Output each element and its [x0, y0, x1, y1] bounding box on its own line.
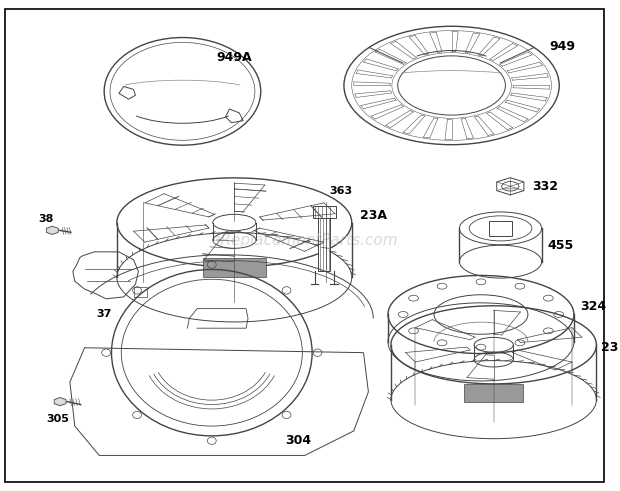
Text: eReplacementParts.com: eReplacementParts.com	[211, 233, 398, 247]
Bar	[203, 258, 265, 277]
Text: 332: 332	[532, 180, 558, 193]
FancyBboxPatch shape	[489, 220, 512, 236]
Text: 304: 304	[285, 434, 311, 447]
Bar	[133, 287, 147, 297]
Text: 949A: 949A	[217, 51, 252, 64]
Polygon shape	[46, 226, 58, 234]
Text: 305: 305	[46, 414, 69, 424]
Bar	[319, 218, 330, 272]
Text: 363: 363	[329, 186, 352, 196]
Text: 949: 949	[549, 40, 575, 53]
Text: 38: 38	[38, 214, 54, 223]
Text: 23: 23	[601, 341, 619, 355]
Polygon shape	[54, 398, 66, 406]
Text: 324: 324	[580, 300, 606, 313]
FancyBboxPatch shape	[6, 9, 604, 482]
Text: 37: 37	[97, 308, 112, 319]
Text: 23A: 23A	[360, 209, 387, 222]
Bar	[464, 384, 523, 402]
Bar	[312, 206, 336, 218]
Text: 455: 455	[547, 239, 574, 251]
